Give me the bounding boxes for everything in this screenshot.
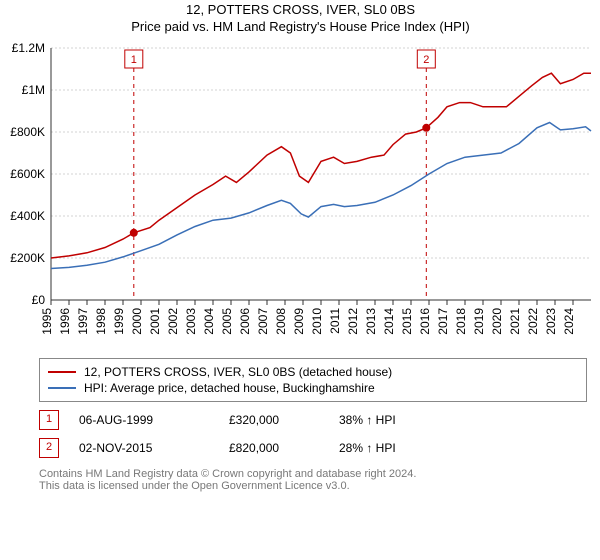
svg-text:1995: 1995	[40, 308, 54, 335]
svg-text:2013: 2013	[364, 308, 378, 335]
svg-text:2: 2	[423, 54, 429, 66]
svg-text:2011: 2011	[328, 308, 342, 334]
svg-text:£1M: £1M	[22, 83, 45, 97]
sale-row: 1 06-AUG-1999£320,00038% ↑ HPI	[39, 410, 598, 430]
svg-text:2015: 2015	[400, 308, 414, 335]
svg-text:2009: 2009	[292, 308, 306, 335]
sale-row: 2 02-NOV-2015£820,00028% ↑ HPI	[39, 438, 598, 458]
svg-text:2000: 2000	[130, 308, 144, 335]
svg-text:2020: 2020	[490, 308, 504, 335]
svg-text:2016: 2016	[418, 308, 432, 335]
sale-price: £320,000	[229, 413, 339, 427]
svg-text:2021: 2021	[508, 308, 522, 335]
svg-text:£200K: £200K	[10, 251, 45, 265]
svg-text:1996: 1996	[58, 308, 72, 335]
footer-line2: This data is licensed under the Open Gov…	[39, 480, 598, 492]
svg-text:2022: 2022	[526, 308, 540, 335]
svg-text:2017: 2017	[436, 308, 450, 335]
svg-text:£800K: £800K	[10, 125, 45, 139]
svg-text:2023: 2023	[544, 308, 558, 335]
svg-text:2012: 2012	[346, 308, 360, 335]
svg-text:£400K: £400K	[10, 209, 45, 223]
svg-text:2019: 2019	[472, 308, 486, 335]
sale-marker-icon: 2	[39, 438, 59, 458]
price-chart: £0 £200K £400K £600K £800K £1M £1.2M 1995 1996 19…	[3, 42, 598, 352]
svg-text:2014: 2014	[382, 308, 396, 335]
svg-text:2006: 2006	[238, 308, 252, 335]
svg-text:2005: 2005	[220, 308, 234, 335]
sale-date: 06-AUG-1999	[79, 413, 229, 427]
legend-label-hpi: HPI: Average price, detached house, Buck…	[84, 381, 375, 395]
svg-text:2001: 2001	[148, 308, 162, 335]
svg-text:2010: 2010	[310, 308, 324, 335]
footer-line1: Contains HM Land Registry data © Crown c…	[39, 468, 598, 480]
svg-text:£0: £0	[32, 293, 46, 307]
legend-swatch-hpi	[48, 387, 76, 389]
svg-text:2003: 2003	[184, 308, 198, 335]
legend: 12, POTTERS CROSS, IVER, SL0 0BS (detach…	[39, 358, 587, 402]
page-subtitle: Price paid vs. HM Land Registry's House …	[3, 19, 598, 34]
svg-text:2002: 2002	[166, 308, 180, 335]
footer: Contains HM Land Registry data © Crown c…	[39, 468, 598, 492]
sale-price: £820,000	[229, 441, 339, 455]
sale-pct: 38% ↑ HPI	[339, 413, 449, 427]
svg-text:1999: 1999	[112, 308, 126, 335]
legend-swatch-price	[48, 371, 76, 373]
svg-text:1998: 1998	[94, 308, 108, 335]
svg-text:£1.2M: £1.2M	[12, 42, 45, 55]
chart-svg: £0 £200K £400K £600K £800K £1M £1.2M 1995 1996 19…	[3, 42, 598, 352]
svg-text:2004: 2004	[202, 308, 216, 335]
svg-text:2018: 2018	[454, 308, 468, 335]
svg-text:1: 1	[131, 54, 137, 66]
sale-date: 02-NOV-2015	[79, 441, 229, 455]
sale-pct: 28% ↑ HPI	[339, 441, 449, 455]
svg-text:1997: 1997	[76, 308, 90, 335]
page-title-address: 12, POTTERS CROSS, IVER, SL0 0BS	[3, 2, 598, 17]
sale-marker-icon: 1	[39, 410, 59, 430]
svg-text:2024: 2024	[562, 308, 576, 335]
legend-label-price: 12, POTTERS CROSS, IVER, SL0 0BS (detach…	[84, 365, 392, 379]
svg-text:2008: 2008	[274, 308, 288, 335]
svg-text:2007: 2007	[256, 308, 270, 335]
svg-text:£600K: £600K	[10, 167, 45, 181]
